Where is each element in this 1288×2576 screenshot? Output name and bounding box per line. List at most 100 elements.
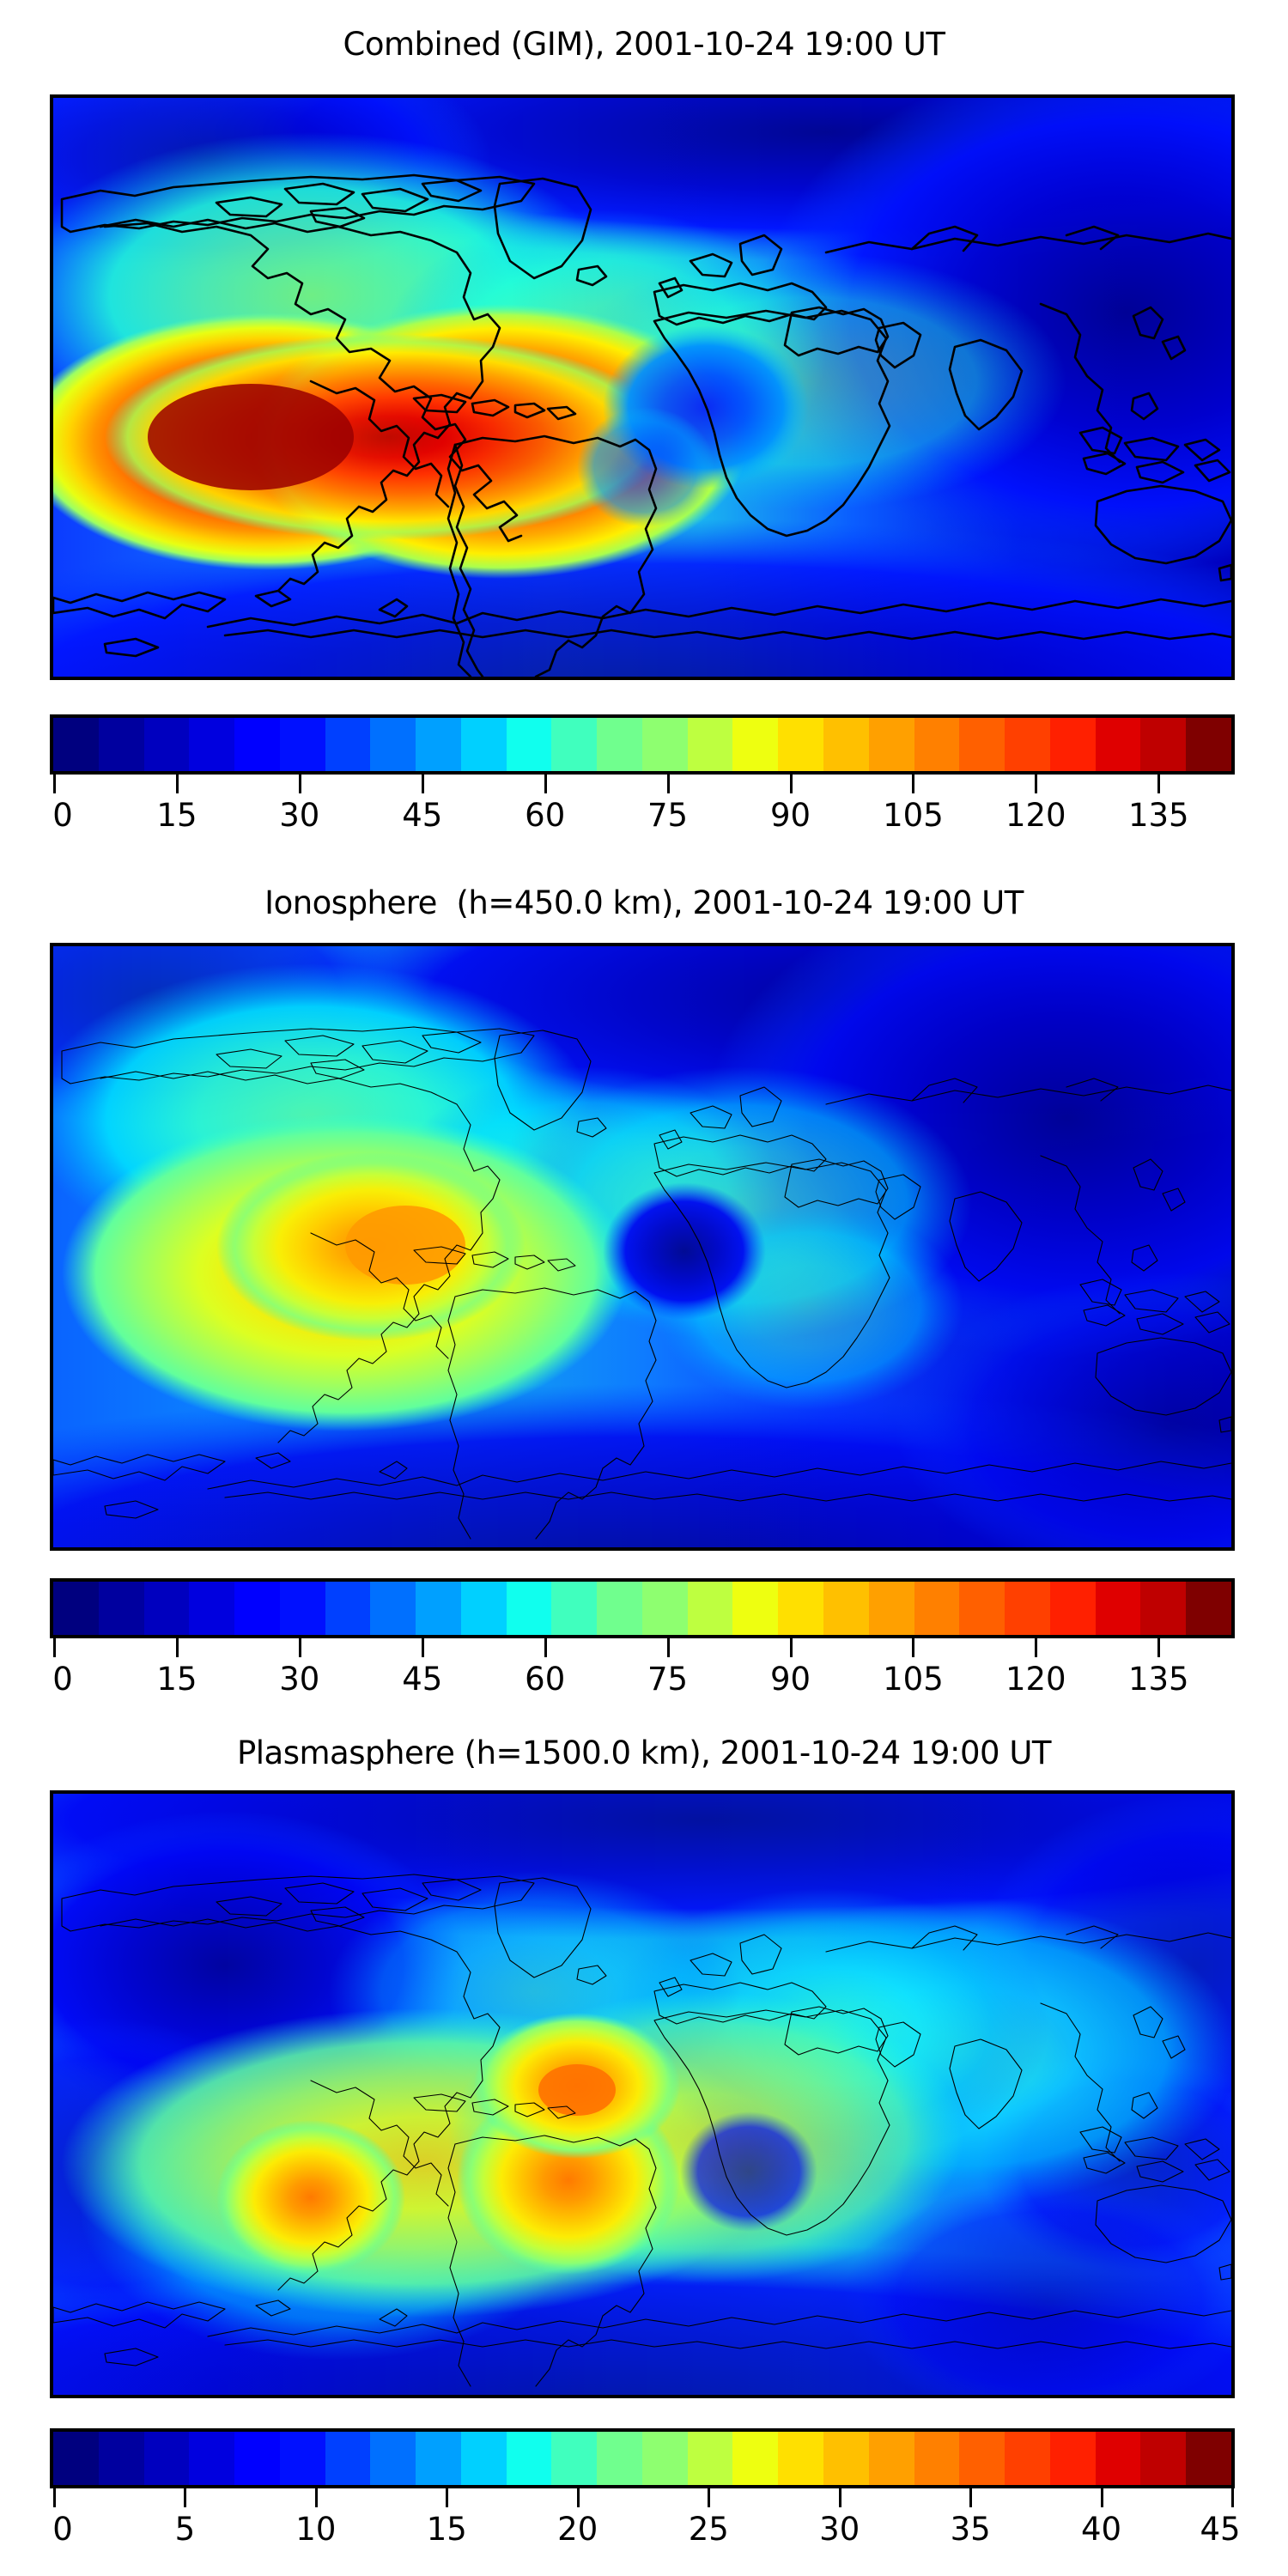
colorbar-tick — [912, 1638, 915, 1657]
colorbar-swatch — [1005, 2432, 1050, 2485]
colorbar-tick — [1035, 775, 1038, 793]
colorbar-swatch — [1186, 2432, 1231, 2485]
colorbar-swatch — [778, 718, 824, 771]
colorbar-tick-label: 0 — [52, 1661, 73, 1698]
colorbar-tick — [544, 775, 547, 793]
colorbar-labels-combined-gim: 0 15 30 45 60 75 90 105 120 135 — [50, 797, 1235, 840]
colorbar-tick — [666, 1638, 670, 1657]
colorbar-swatch — [687, 718, 733, 771]
colorbar-tick — [1157, 1638, 1161, 1657]
colorbar-tick — [1157, 775, 1161, 793]
colorbar-swatch — [551, 1582, 598, 1635]
colorbar-tick — [446, 2488, 449, 2507]
colorbar-tick — [175, 1638, 179, 1657]
colorbar-tick-label: 15 — [156, 797, 197, 834]
colorbar-swatch — [551, 2432, 598, 2485]
colorbar-swatch — [416, 1582, 461, 1635]
colorbar-swatch — [189, 2432, 235, 2485]
colorbar-swatch — [416, 2432, 461, 2485]
map-canvas-plasmasphere — [53, 1794, 1231, 2395]
colorbar-swatch — [732, 718, 779, 771]
colorbar-tick — [421, 775, 424, 793]
panel-title-ionosphere: Ionosphere (h=450.0 km), 2001-10-24 19:0… — [264, 884, 1024, 921]
colorbar-swatch — [1095, 2432, 1141, 2485]
colorbar-tick-label: 120 — [1005, 1661, 1066, 1698]
colorbar-tick-label: 135 — [1127, 797, 1189, 834]
colorbar-tick-label: 35 — [950, 2511, 991, 2548]
colorbar-swatch — [597, 2432, 642, 2485]
colorbar-swatch — [687, 2432, 733, 2485]
colorbar-swatch — [551, 718, 598, 771]
colorbar-swatch — [98, 2432, 144, 2485]
colorbar-swatch — [234, 1582, 280, 1635]
colorbar-tick-label: 40 — [1081, 2511, 1122, 2548]
colorbar-tick — [789, 775, 793, 793]
colorbar-swatch — [868, 1582, 914, 1635]
colorbar-swatch — [279, 718, 325, 771]
colorbar-swatch — [914, 718, 960, 771]
colorbar-tick-label: 75 — [647, 797, 689, 834]
colorbar-swatch — [279, 2432, 325, 2485]
colorbar-tick — [53, 2488, 56, 2507]
colorbar-swatch — [234, 2432, 280, 2485]
colorbar-swatch — [823, 2432, 869, 2485]
colorbar-ticks-combined-gim — [50, 775, 1235, 797]
colorbar-tick — [421, 1638, 424, 1657]
colorbar-swatch — [143, 1582, 190, 1635]
colorbar-swatch — [143, 2432, 190, 2485]
panel-combined-gim: Combined (GIM), 2001-10-24 19:00 UT — [0, 0, 1288, 859]
colorbar-swatch — [641, 2432, 688, 2485]
colorbar-swatch — [460, 718, 507, 771]
colorbar-swatch — [1049, 2432, 1096, 2485]
panel-title-combined-gim: Combined (GIM), 2001-10-24 19:00 UT — [343, 26, 945, 63]
map-plasmasphere — [50, 1790, 1235, 2398]
colorbar-swatch — [1186, 718, 1231, 771]
colorbar-tick-label: 10 — [295, 2511, 337, 2548]
colorbar-swatch — [325, 1582, 371, 1635]
map-canvas-ionosphere — [53, 946, 1231, 1547]
colorbar-tick-label: 5 — [174, 2511, 196, 2548]
colorbar-gradient-plasmasphere — [50, 2428, 1235, 2488]
colorbar-swatch — [416, 718, 461, 771]
colorbar-swatch — [1186, 1582, 1231, 1635]
colorbar-swatch — [506, 718, 552, 771]
colorbar-tick-label: 45 — [402, 797, 443, 834]
colorbar-swatch — [914, 2432, 960, 2485]
colorbar-swatch — [1095, 1582, 1141, 1635]
colorbar-tick-label: 15 — [426, 2511, 467, 2548]
colorbar-tick-label: 135 — [1127, 1661, 1189, 1698]
colorbar-swatch — [641, 1582, 688, 1635]
colorbar-swatch — [959, 718, 1005, 771]
colorbar-swatch — [370, 718, 416, 771]
colorbar-swatch — [823, 718, 869, 771]
colorbar-tick-label: 60 — [525, 797, 566, 834]
colorbar-tick-label: 105 — [883, 797, 944, 834]
colorbar-swatch — [1140, 2432, 1187, 2485]
panel-ionosphere: Ionosphere (h=450.0 km), 2001-10-24 19:0… — [0, 859, 1288, 1726]
colorbar-swatch — [1005, 1582, 1050, 1635]
colorbar-tick-label: 30 — [279, 1661, 320, 1698]
colorbar-ionosphere: 0 15 30 45 60 75 90 105 120 135 — [50, 1578, 1235, 1704]
colorbar-tick — [184, 2488, 187, 2507]
colorbar-labels-ionosphere: 0 15 30 45 60 75 90 105 120 135 — [50, 1661, 1235, 1704]
colorbar-swatch — [325, 2432, 371, 2485]
colorbar-swatch — [53, 1582, 99, 1635]
colorbar-swatch — [506, 1582, 552, 1635]
colorbar-swatch — [732, 1582, 779, 1635]
colorbar-swatch — [1049, 1582, 1096, 1635]
colorbar-swatch — [1095, 718, 1141, 771]
colorbar-tick-label: 45 — [402, 1661, 443, 1698]
colorbar-swatch — [460, 2432, 507, 2485]
colorbar-tick — [912, 775, 915, 793]
colorbar-tick-label: 15 — [156, 1661, 197, 1698]
colorbar-swatch — [53, 2432, 99, 2485]
colorbar-tick-label: 0 — [52, 2511, 73, 2548]
colorbar-tick — [53, 775, 56, 793]
colorbar-swatch — [914, 1582, 960, 1635]
colorbar-tick — [969, 2488, 973, 2507]
colorbar-swatch — [1049, 718, 1096, 771]
colorbar-swatch — [279, 1582, 325, 1635]
colorbar-swatch — [868, 718, 914, 771]
colorbar-gradient-combined-gim — [50, 714, 1235, 775]
